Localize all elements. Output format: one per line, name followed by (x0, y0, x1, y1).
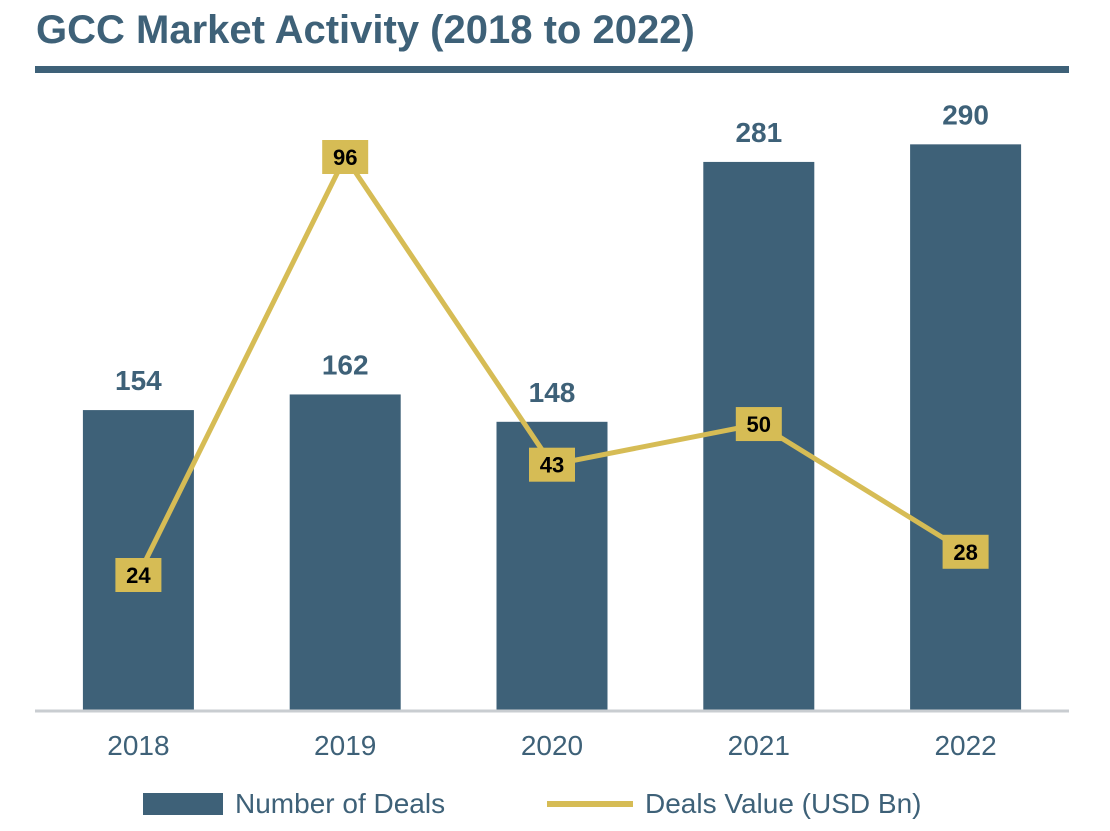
x-tick-label: 2021 (728, 730, 790, 761)
bar-2022 (910, 144, 1022, 712)
line-point-2021: 50 (735, 407, 782, 442)
line-value-box (942, 534, 989, 569)
legend-line-swatch (547, 801, 633, 807)
bar-value-label: 148 (529, 377, 576, 408)
x-tick-label: 2018 (107, 730, 169, 761)
legend-bar-swatch (143, 793, 223, 815)
legend: Number of Deals Deals Value (USD Bn) (0, 780, 1110, 828)
bar-value-label: 154 (115, 365, 162, 396)
labels-layer: 154 2018 162 2019 148 2020 281 2021 290 2022 (107, 99, 996, 761)
line-value-box (735, 407, 782, 442)
line-value-label: 24 (126, 563, 151, 588)
legend-item-deals-count: Number of Deals (143, 780, 445, 828)
line-value-label: 50 (747, 412, 771, 437)
x-tick-label: 2020 (521, 730, 583, 761)
line-point-2020: 43 (529, 447, 575, 482)
line-point-2022: 28 (942, 534, 989, 569)
line-value-box (322, 140, 369, 174)
bars-layer (82, 144, 1022, 712)
legend-label-deals-count: Number of Deals (235, 788, 446, 819)
line-value-label: 43 (540, 453, 564, 478)
legend-label-deals-value: Deals Value (USD Bn) (645, 788, 922, 819)
legend-item-deals-value: Deals Value (USD Bn) (547, 780, 921, 828)
line-point-2018: 24 (115, 558, 162, 592)
line-value-label: 28 (953, 540, 977, 565)
line-value-box (115, 558, 162, 592)
line-value-label: 96 (333, 145, 357, 170)
bar-2019 (289, 394, 401, 711)
title-divider (35, 66, 1069, 73)
line-value-box (529, 447, 575, 482)
x-tick-label: 2022 (934, 730, 996, 761)
chart-title: GCC Market Activity (2018 to 2022) (36, 8, 695, 52)
bar-value-label: 281 (735, 117, 782, 148)
line-point-2019: 96 (322, 140, 369, 174)
bar-value-label: 290 (942, 99, 989, 130)
x-tick-label: 2019 (314, 730, 376, 761)
line-layer: 24 96 43 50 28 (115, 140, 989, 592)
combo-chart: 24 96 43 50 28 154 2018 162 2019 148 2020 281 2021 2… (35, 99, 1069, 761)
bar-value-label: 162 (322, 349, 369, 380)
